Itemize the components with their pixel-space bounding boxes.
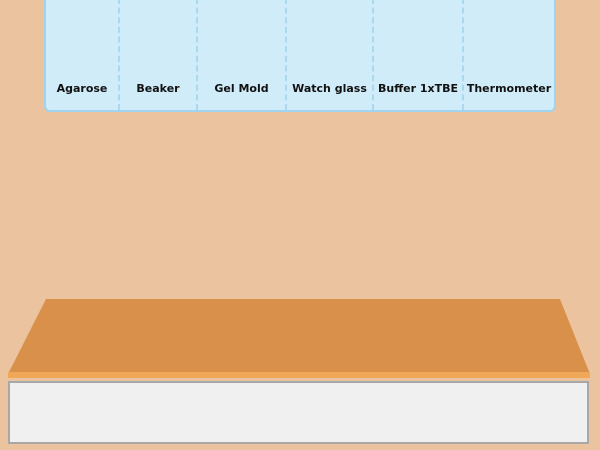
item-label: Gel Mold: [214, 82, 269, 95]
shelf-item-beaker[interactable]: Beaker: [120, 0, 198, 110]
shelf-item-thermometer[interactable]: Thermometer: [464, 0, 554, 110]
equipment-shelf: Agarose Beaker Gel Mold Watch glass Buff…: [44, 0, 556, 112]
bench-top: [8, 299, 590, 374]
shelf-item-agarose[interactable]: Agarose: [46, 0, 120, 110]
item-label: Watch glass: [292, 82, 367, 95]
shelf-item-gel-mold[interactable]: Gel Mold: [198, 0, 287, 110]
shelf-item-buffer-1xtbe[interactable]: Buffer 1xTBE: [374, 0, 464, 110]
item-label: Beaker: [136, 82, 180, 95]
lab-bench[interactable]: [0, 298, 600, 388]
item-label: Agarose: [56, 82, 108, 95]
bench-edge: [8, 372, 590, 378]
item-label: Thermometer: [466, 82, 552, 95]
workspace-tray[interactable]: [8, 381, 589, 444]
shelf-item-watch-glass[interactable]: Watch glass: [287, 0, 374, 110]
item-label: Buffer 1xTBE: [378, 82, 458, 95]
